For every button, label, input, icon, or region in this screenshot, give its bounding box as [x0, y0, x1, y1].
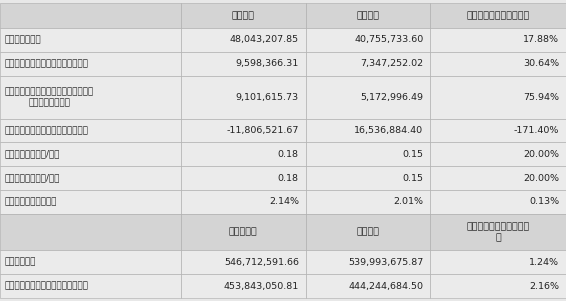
Bar: [306, 250, 430, 274]
Bar: [181, 166, 306, 190]
Bar: [306, 76, 430, 119]
Text: 546,712,591.66: 546,712,591.66: [224, 258, 299, 267]
Text: 30.64%: 30.64%: [523, 59, 559, 68]
Text: 稀释每股收益（元/股）: 稀释每股收益（元/股）: [5, 174, 60, 183]
Text: 9,101,615.73: 9,101,615.73: [235, 92, 299, 101]
Bar: [306, 190, 430, 214]
Bar: [181, 76, 306, 119]
Text: 2.14%: 2.14%: [269, 197, 299, 206]
Bar: [0, 119, 181, 142]
Bar: [181, 119, 306, 142]
Text: 17.88%: 17.88%: [523, 35, 559, 44]
Bar: [181, 214, 306, 250]
Text: 归属于上市公司股东的扣除非经常性損
益的净利润（元）: 归属于上市公司股东的扣除非经常性損 益的净利润（元）: [5, 87, 94, 107]
Bar: [430, 119, 566, 142]
Bar: [430, 250, 566, 274]
Bar: [181, 142, 306, 166]
Text: 5,172,996.49: 5,172,996.49: [361, 92, 423, 101]
Text: 1.24%: 1.24%: [529, 258, 559, 267]
Bar: [0, 166, 181, 190]
Bar: [430, 166, 566, 190]
Bar: [0, 250, 181, 274]
Bar: [430, 3, 566, 28]
Text: 本报告期: 本报告期: [232, 11, 255, 20]
Text: 9,598,366.31: 9,598,366.31: [235, 59, 299, 68]
Text: 0.15: 0.15: [402, 174, 423, 183]
Text: 0.18: 0.18: [278, 150, 299, 159]
Text: 归属于上市公司股东的净利润（元）: 归属于上市公司股东的净利润（元）: [5, 59, 88, 68]
Text: 本报告期末: 本报告期末: [229, 228, 258, 237]
Bar: [430, 142, 566, 166]
Bar: [181, 52, 306, 76]
Text: 本报告期比上年同期增减: 本报告期比上年同期增减: [466, 11, 530, 20]
Bar: [306, 142, 430, 166]
Text: 539,993,675.87: 539,993,675.87: [348, 258, 423, 267]
Bar: [430, 190, 566, 214]
Bar: [181, 274, 306, 298]
Bar: [306, 52, 430, 76]
Text: 总资产（元）: 总资产（元）: [5, 258, 36, 267]
Text: 0.15: 0.15: [402, 150, 423, 159]
Text: 2.16%: 2.16%: [529, 281, 559, 290]
Text: 40,755,733.60: 40,755,733.60: [354, 35, 423, 44]
Bar: [0, 3, 181, 28]
Bar: [181, 250, 306, 274]
Bar: [0, 52, 181, 76]
Text: 归属于上市公司股东的净资产（元）: 归属于上市公司股东的净资产（元）: [5, 281, 88, 290]
Bar: [181, 190, 306, 214]
Bar: [430, 28, 566, 52]
Bar: [306, 28, 430, 52]
Bar: [430, 274, 566, 298]
Text: 上年度末: 上年度末: [357, 228, 379, 237]
Bar: [181, 3, 306, 28]
Bar: [430, 76, 566, 119]
Bar: [0, 190, 181, 214]
Text: 上年同期: 上年同期: [357, 11, 379, 20]
Bar: [306, 166, 430, 190]
Bar: [306, 3, 430, 28]
Text: 16,536,884.40: 16,536,884.40: [354, 126, 423, 135]
Bar: [430, 214, 566, 250]
Bar: [0, 274, 181, 298]
Bar: [0, 142, 181, 166]
Bar: [306, 274, 430, 298]
Text: 0.18: 0.18: [278, 174, 299, 183]
Text: -171.40%: -171.40%: [514, 126, 559, 135]
Text: 本报告期末比上年度末增
减: 本报告期末比上年度末增 减: [466, 222, 530, 242]
Text: 0.13%: 0.13%: [529, 197, 559, 206]
Text: 48,043,207.85: 48,043,207.85: [230, 35, 299, 44]
Text: 75.94%: 75.94%: [523, 92, 559, 101]
Text: 20.00%: 20.00%: [523, 174, 559, 183]
Bar: [306, 214, 430, 250]
Bar: [181, 28, 306, 52]
Text: 2.01%: 2.01%: [393, 197, 423, 206]
Bar: [0, 28, 181, 52]
Bar: [0, 76, 181, 119]
Text: 加权平均净资产收益率: 加权平均净资产收益率: [5, 197, 57, 206]
Bar: [430, 52, 566, 76]
Text: 经营活动产生的现金流量净额（元）: 经营活动产生的现金流量净额（元）: [5, 126, 88, 135]
Text: 444,244,684.50: 444,244,684.50: [348, 281, 423, 290]
Bar: [0, 214, 181, 250]
Text: 基本每股收益（元/股）: 基本每股收益（元/股）: [5, 150, 60, 159]
Text: 453,843,050.81: 453,843,050.81: [224, 281, 299, 290]
Text: 20.00%: 20.00%: [523, 150, 559, 159]
Text: -11,806,521.67: -11,806,521.67: [226, 126, 299, 135]
Text: 营业收入（元）: 营业收入（元）: [5, 35, 41, 44]
Bar: [306, 119, 430, 142]
Text: 7,347,252.02: 7,347,252.02: [360, 59, 423, 68]
